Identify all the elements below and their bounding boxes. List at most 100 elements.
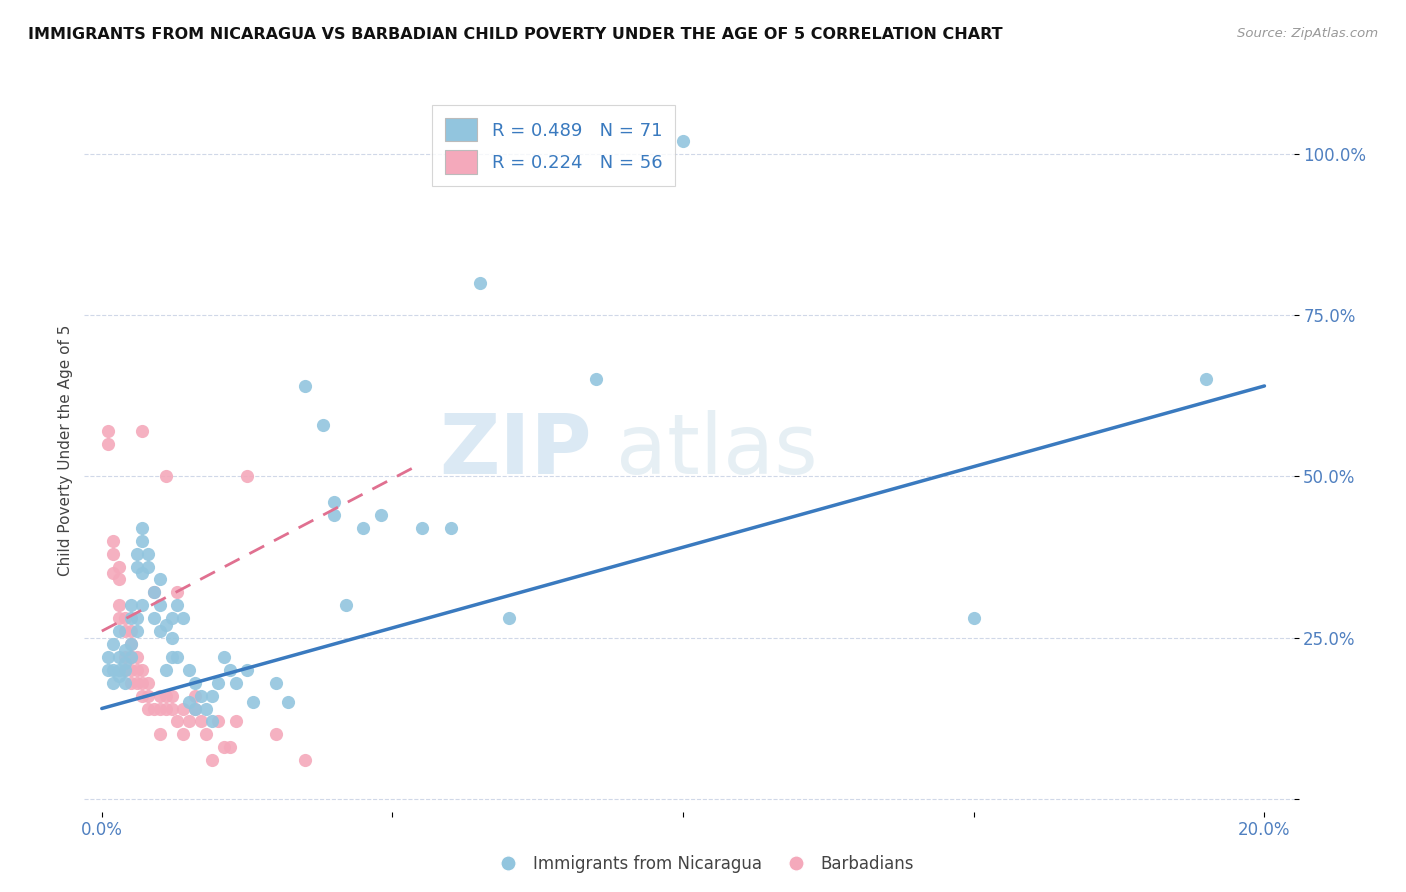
- Point: [236, 469, 259, 483]
- Point: [120, 663, 142, 677]
- Point: [184, 701, 207, 715]
- Point: [136, 689, 159, 703]
- Point: [131, 663, 153, 677]
- Legend: R = 0.489   N = 71, R = 0.224   N = 56: R = 0.489 N = 71, R = 0.224 N = 56: [432, 105, 675, 186]
- Point: [201, 714, 224, 729]
- Point: [155, 663, 177, 677]
- Point: [166, 714, 188, 729]
- Point: [172, 611, 194, 625]
- Point: [120, 637, 142, 651]
- Point: [166, 585, 188, 599]
- Point: [468, 276, 491, 290]
- Point: [184, 701, 207, 715]
- Point: [114, 624, 136, 639]
- Point: [264, 727, 287, 741]
- Point: [184, 675, 207, 690]
- Point: [108, 669, 131, 683]
- Text: ZIP: ZIP: [440, 410, 592, 491]
- Point: [120, 599, 142, 613]
- Point: [242, 695, 264, 709]
- Point: [143, 585, 166, 599]
- Point: [103, 637, 125, 651]
- Point: [108, 573, 131, 587]
- Point: [131, 424, 153, 438]
- Point: [149, 573, 172, 587]
- Point: [114, 649, 136, 664]
- Point: [166, 599, 188, 613]
- Point: [149, 689, 172, 703]
- Point: [114, 657, 136, 671]
- Point: [120, 649, 142, 664]
- Point: [125, 663, 148, 677]
- Point: [190, 689, 212, 703]
- Point: [201, 753, 224, 767]
- Point: [294, 379, 316, 393]
- Point: [155, 469, 177, 483]
- Point: [131, 675, 153, 690]
- Point: [236, 663, 259, 677]
- Point: [125, 611, 148, 625]
- Point: [114, 611, 136, 625]
- Point: [136, 701, 159, 715]
- Point: [131, 689, 153, 703]
- Point: [323, 495, 346, 509]
- Point: [114, 675, 136, 690]
- Point: [131, 566, 153, 580]
- Point: [352, 521, 374, 535]
- Point: [294, 753, 316, 767]
- Point: [155, 701, 177, 715]
- Text: atlas: atlas: [616, 410, 818, 491]
- Point: [114, 663, 136, 677]
- Point: [103, 663, 125, 677]
- Point: [277, 695, 299, 709]
- Point: [131, 599, 153, 613]
- Point: [190, 714, 212, 729]
- Point: [177, 714, 200, 729]
- Point: [207, 714, 229, 729]
- Point: [155, 689, 177, 703]
- Point: [103, 675, 125, 690]
- Point: [160, 689, 183, 703]
- Point: [963, 611, 986, 625]
- Point: [498, 611, 520, 625]
- Point: [370, 508, 392, 522]
- Point: [149, 599, 172, 613]
- Point: [136, 547, 159, 561]
- Point: [172, 701, 194, 715]
- Point: [149, 701, 172, 715]
- Point: [143, 611, 166, 625]
- Point: [131, 521, 153, 535]
- Point: [323, 508, 346, 522]
- Point: [195, 701, 218, 715]
- Point: [125, 624, 148, 639]
- Point: [120, 624, 142, 639]
- Point: [136, 675, 159, 690]
- Point: [218, 740, 240, 755]
- Point: [672, 134, 695, 148]
- Point: [120, 675, 142, 690]
- Point: [439, 521, 461, 535]
- Point: [184, 689, 207, 703]
- Point: [97, 437, 120, 451]
- Point: [103, 547, 125, 561]
- Point: [212, 740, 235, 755]
- Point: [108, 611, 131, 625]
- Point: [212, 649, 235, 664]
- Point: [108, 599, 131, 613]
- Point: [103, 566, 125, 580]
- Point: [312, 417, 335, 432]
- Point: [201, 689, 224, 703]
- Point: [131, 533, 153, 548]
- Point: [411, 521, 433, 535]
- Point: [160, 631, 183, 645]
- Point: [143, 701, 166, 715]
- Point: [120, 649, 142, 664]
- Point: [120, 637, 142, 651]
- Legend: Immigrants from Nicaragua, Barbadians: Immigrants from Nicaragua, Barbadians: [485, 848, 921, 880]
- Point: [335, 599, 357, 613]
- Point: [177, 663, 200, 677]
- Point: [585, 372, 607, 386]
- Point: [149, 624, 172, 639]
- Point: [97, 663, 120, 677]
- Point: [108, 649, 131, 664]
